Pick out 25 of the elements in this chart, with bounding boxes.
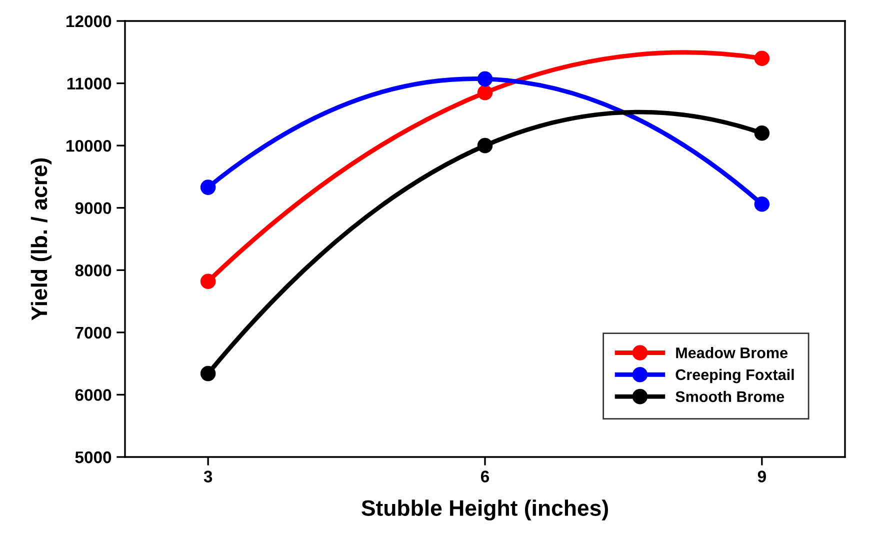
point	[200, 366, 216, 382]
y-tick-label: 11000	[67, 78, 112, 90]
point	[754, 50, 770, 66]
x-tick-label: 3	[204, 470, 212, 482]
y-axis-title: Yield (lb. / acre)	[30, 158, 52, 320]
legend-label: Meadow Brome	[676, 347, 788, 358]
legend-label: Creeping Foxtail	[676, 368, 794, 384]
point	[477, 138, 493, 154]
x-tick-label: 9	[758, 470, 766, 482]
y-tick-label: 6000	[75, 389, 112, 401]
point	[200, 274, 216, 289]
point	[200, 180, 216, 195]
y-tick-label: 9000	[75, 202, 112, 214]
y-tick-label: 10000	[66, 140, 112, 152]
point	[477, 84, 493, 100]
x-axis-title: Stubble Height (inches)	[362, 500, 608, 520]
y-tick-label: 5000	[75, 451, 112, 464]
y-tick-label: 12000	[66, 15, 112, 28]
point	[754, 125, 770, 141]
y-tick-label: 8000	[75, 264, 112, 276]
point	[754, 196, 770, 212]
point	[477, 71, 493, 87]
legend-label: Smooth Brome	[676, 390, 784, 402]
y-tick-label: 7000	[75, 326, 112, 339]
x-tick-label: 6	[480, 470, 490, 482]
